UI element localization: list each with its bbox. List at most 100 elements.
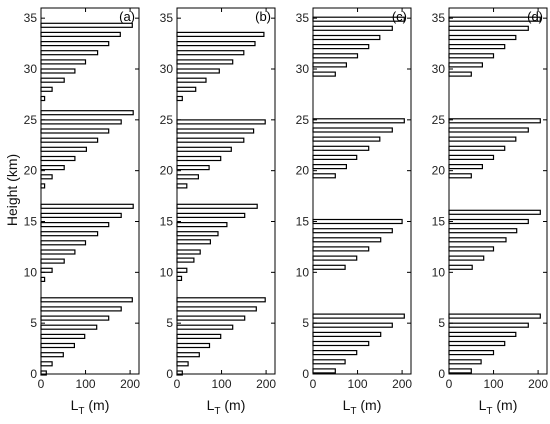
bar	[40, 183, 46, 189]
bar	[176, 231, 219, 237]
x-axis-title: LT (m)	[71, 397, 110, 417]
bar	[176, 361, 189, 367]
bar	[448, 322, 529, 328]
bar	[176, 352, 200, 358]
y-tick-label: 20	[296, 164, 310, 178]
bar	[40, 231, 99, 237]
y-tick-label: 15	[432, 215, 446, 229]
bar	[176, 333, 222, 339]
bar	[448, 25, 529, 31]
bar	[448, 255, 485, 261]
x-axis-title: LT (m)	[479, 397, 518, 417]
bar	[448, 246, 495, 252]
bar	[40, 40, 110, 47]
bar	[40, 315, 110, 321]
bar	[448, 173, 472, 179]
bar	[448, 313, 541, 319]
panel-label: (a)	[119, 9, 135, 24]
x-tick-label: 0	[174, 377, 181, 391]
bar	[176, 174, 199, 180]
bar	[40, 258, 65, 264]
y-tick-label: 30	[296, 62, 310, 76]
y-tick-label: 0	[438, 367, 445, 381]
bar	[448, 209, 541, 215]
panel-c: 0 100 200 0 5 10 15 20 25 30 35 (c) LT (m)	[296, 7, 412, 417]
y-tick-label: 30	[24, 62, 38, 76]
bar	[40, 276, 46, 282]
bar	[40, 31, 121, 38]
bar	[312, 368, 336, 374]
bar	[448, 228, 518, 234]
bar	[40, 361, 53, 367]
x-tick-label: 100	[76, 377, 96, 391]
bar	[312, 25, 393, 31]
plot-frame	[40, 7, 140, 375]
bar	[40, 324, 98, 330]
bar	[448, 34, 517, 41]
bar	[176, 155, 222, 162]
y-tick-label: 5	[438, 316, 445, 330]
bar	[448, 340, 506, 347]
bar	[40, 137, 99, 143]
bar	[448, 127, 529, 133]
bar	[176, 306, 257, 312]
bar	[312, 127, 393, 133]
bar	[312, 173, 336, 179]
bar	[40, 174, 53, 180]
bar	[40, 342, 76, 349]
bar	[312, 322, 393, 328]
bar	[312, 246, 370, 252]
bar	[40, 165, 65, 171]
x-tick-label: 200	[392, 377, 412, 391]
bar	[312, 331, 382, 337]
bar	[448, 218, 529, 225]
bar	[312, 313, 405, 319]
panel-b: 0 100 200 0 5 10 15 20 25 30 35 (b) LT (m)	[160, 7, 276, 417]
y-tick-label: 25	[160, 113, 174, 127]
bar	[448, 331, 517, 337]
bar	[312, 136, 381, 142]
bar	[448, 350, 495, 356]
bar	[40, 128, 110, 134]
y-tick-label: 25	[432, 113, 446, 127]
bar	[448, 53, 495, 59]
bar	[176, 249, 201, 255]
panel-label: (c)	[392, 9, 407, 24]
bar	[176, 119, 266, 125]
x-axis-title: LT (m)	[343, 397, 382, 417]
bar	[176, 31, 265, 38]
bar	[176, 297, 266, 303]
panel-label: (d)	[527, 9, 543, 24]
bar	[40, 267, 53, 273]
y-tick-label: 5	[166, 316, 173, 330]
bar	[312, 43, 370, 50]
bar	[176, 222, 228, 228]
bar	[312, 118, 405, 124]
bar	[448, 71, 472, 77]
bar	[40, 77, 65, 83]
bar	[40, 68, 76, 74]
bar	[176, 95, 183, 102]
x-tick-label: 100	[484, 377, 504, 391]
bar	[312, 359, 346, 365]
bar	[312, 71, 336, 77]
bar	[40, 50, 99, 56]
x-tick-label: 200	[256, 377, 276, 391]
y-tick-label: 30	[432, 62, 446, 76]
bar	[176, 315, 246, 321]
y-tick-label: 0	[302, 367, 309, 381]
bar	[40, 203, 134, 209]
y-tick-label: 15	[160, 215, 174, 229]
bar	[176, 40, 256, 47]
bar	[448, 359, 482, 365]
y-tick-label: 20	[432, 164, 446, 178]
bar	[176, 257, 195, 263]
panel-a: 0 100 200 0 5 10 15 20 25 30 35 (a) LT (m)	[24, 7, 140, 417]
bar	[448, 43, 506, 50]
bar	[176, 342, 211, 349]
bar	[448, 368, 472, 374]
y-tick-label: 25	[296, 113, 310, 127]
y-tick-label: 10	[160, 265, 174, 279]
